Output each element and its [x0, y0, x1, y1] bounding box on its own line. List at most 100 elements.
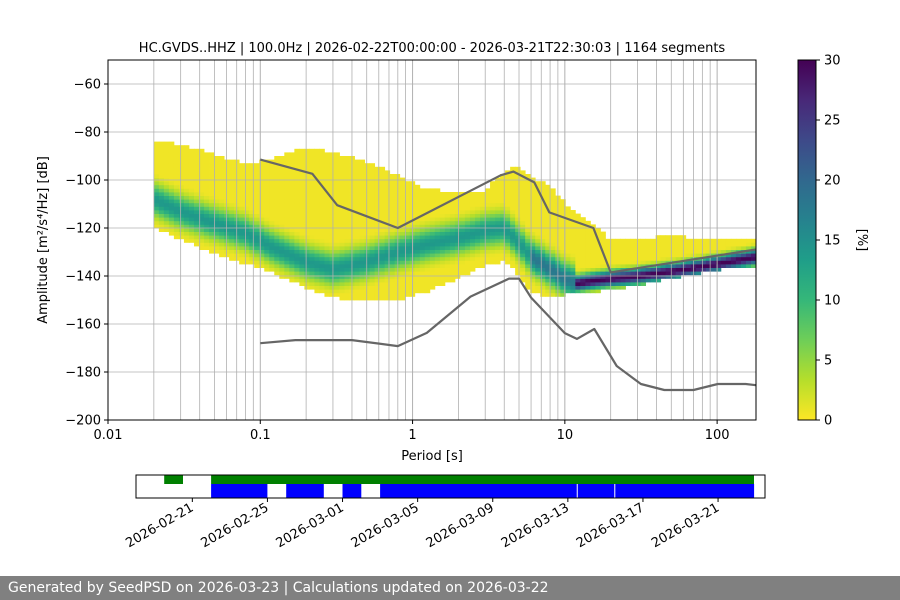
heatmap-cell [369, 264, 376, 268]
heatmap-cell [429, 235, 436, 240]
heatmap-cell [384, 246, 391, 250]
x-tick-label: 10 [557, 428, 574, 443]
heatmap-cell [550, 274, 556, 279]
heatmap-cell [219, 235, 225, 240]
heatmap-cell [354, 231, 360, 236]
heatmap-cell [474, 202, 481, 207]
heatmap-cell [369, 267, 376, 272]
heatmap-cell [399, 192, 406, 196]
heatmap-cell [389, 292, 396, 297]
heatmap-cell [675, 235, 682, 240]
heatmap-cell [204, 238, 210, 243]
heatmap-cell [324, 213, 330, 218]
heatmap-cell [163, 217, 170, 222]
heatmap-cell [158, 217, 165, 222]
heatmap-cell [480, 224, 486, 229]
heatmap-cell [570, 238, 576, 243]
heatmap-cell [439, 260, 446, 265]
heatmap-cell [209, 217, 215, 222]
heatmap-cell [389, 285, 396, 290]
heatmap-cell [374, 271, 381, 276]
heatmap-cell [339, 253, 345, 258]
heatmap-cell [520, 195, 526, 200]
heatmap-cell [459, 206, 466, 211]
heatmap-cell [560, 292, 566, 297]
heatmap-cell [384, 199, 391, 204]
heatmap-cell [419, 267, 426, 272]
heatmap-cell [545, 213, 551, 218]
heatmap-cell [434, 213, 441, 218]
heatmap-cell [294, 163, 300, 168]
heatmap-cell [550, 210, 556, 214]
heatmap-cell [480, 242, 486, 247]
heatmap-cell [304, 166, 310, 171]
heatmap-cell [264, 195, 270, 200]
heatmap-cell [530, 285, 536, 290]
heatmap-cell [158, 166, 165, 171]
heatmap-cell [178, 235, 185, 240]
heatmap-cell [374, 264, 381, 268]
heatmap-cell [565, 282, 571, 286]
heatmap-cell [510, 224, 516, 229]
heatmap-cell [575, 256, 581, 261]
heatmap-cell [404, 195, 411, 200]
heatmap-cell [344, 256, 350, 261]
heatmap-cell [324, 282, 330, 286]
heatmap-cell [520, 253, 526, 258]
heatmap-cell [364, 163, 371, 168]
heatmap-cell [334, 228, 340, 232]
heatmap-cell [449, 278, 456, 283]
heatmap-cell [354, 246, 360, 250]
heatmap-cell [474, 256, 481, 261]
heatmap-cell [464, 260, 471, 265]
heatmap-cell [274, 228, 280, 232]
heatmap-cell [710, 242, 717, 247]
heatmap-cell [158, 224, 165, 229]
heatmap-cell [153, 188, 160, 193]
heatmap-cell [264, 166, 270, 171]
heatmap-cell [319, 159, 325, 164]
heatmap-cell [404, 188, 411, 193]
heatmap-cell [304, 220, 310, 225]
heatmap-cell [424, 217, 431, 222]
heatmap-cell [158, 188, 165, 193]
heatmap-cell [685, 238, 692, 243]
heatmap-cell [480, 192, 486, 196]
heatmap-cell [334, 264, 340, 268]
heatmap-cell [735, 242, 742, 247]
heatmap-cell [254, 184, 260, 189]
heatmap-cell [188, 192, 195, 196]
heatmap-cell [620, 260, 626, 265]
heatmap-cell [560, 231, 566, 236]
heatmap-cell [454, 260, 461, 265]
heatmap-cell [374, 206, 381, 211]
heatmap-cell [720, 264, 727, 268]
heatmap-cell [605, 249, 611, 254]
heatmap-cell [710, 267, 717, 272]
heatmap-cell [339, 174, 345, 178]
heatmap-cell [199, 199, 205, 204]
heatmap-cell [329, 278, 335, 283]
heatmap-cell [449, 267, 456, 272]
heatmap-cell [329, 242, 335, 247]
heatmap-cell [454, 192, 461, 196]
heatmap-cell [580, 242, 586, 247]
heatmap-cell [520, 249, 526, 254]
heatmap-cell [449, 246, 456, 250]
heatmap-cell [500, 235, 506, 240]
heatmap-cell [279, 231, 285, 236]
heatmap-cell [168, 228, 175, 232]
heatmap-cell [193, 166, 200, 171]
heatmap-cell [464, 242, 471, 247]
heatmap-cell [204, 170, 210, 175]
heatmap-cell [404, 264, 411, 268]
heatmap-cell [645, 249, 652, 254]
heatmap-cell [434, 271, 441, 276]
heatmap-cell [254, 256, 260, 261]
heatmap-cell [199, 206, 205, 211]
heatmap-cell [374, 202, 381, 207]
heatmap-cell [334, 199, 340, 204]
heatmap-cell [520, 246, 526, 250]
heatmap-cell [419, 220, 426, 225]
heatmap-cell [480, 249, 486, 254]
